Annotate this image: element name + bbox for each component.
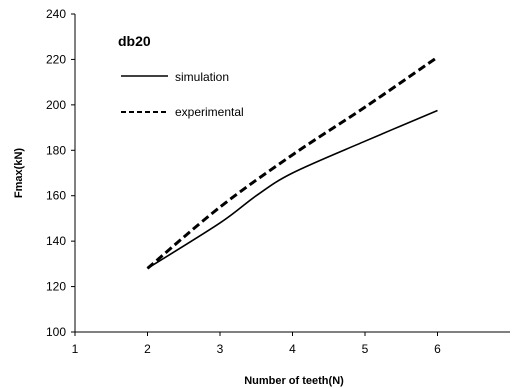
y-axis: 100 120 140 160 180 200 220 240 [46,7,76,339]
y-tick-label: 240 [46,7,66,21]
y-tick-label: 120 [46,280,66,294]
y-tick-label: 100 [46,325,66,339]
x-tick-label: 4 [289,342,296,356]
x-axis: 1 2 3 4 5 6 [72,331,510,356]
y-tick-label: 220 [46,52,66,66]
x-tick-label: 6 [434,342,441,356]
legend-label-simulation: simulation [175,70,229,84]
x-axis-title: Number of teeth(N) [244,375,344,387]
series-line-simulation [147,109,438,270]
x-tick-label: 1 [72,342,79,356]
y-tick-label: 140 [46,234,66,248]
series-layer [146,55,439,270]
y-tick-label: 180 [46,143,66,157]
x-tick-label: 5 [362,342,369,356]
x-tick-label: 2 [144,342,151,356]
legend: simulation experimental [121,70,244,119]
x-tick-label: 3 [217,342,224,356]
y-tick-label: 160 [46,189,66,203]
series-line-experimental [146,55,439,270]
chart-title: db20 [118,33,151,49]
y-tick-label: 200 [46,98,66,112]
legend-label-experimental: experimental [175,105,244,119]
y-axis-title: Fmax(kN) [13,148,25,198]
